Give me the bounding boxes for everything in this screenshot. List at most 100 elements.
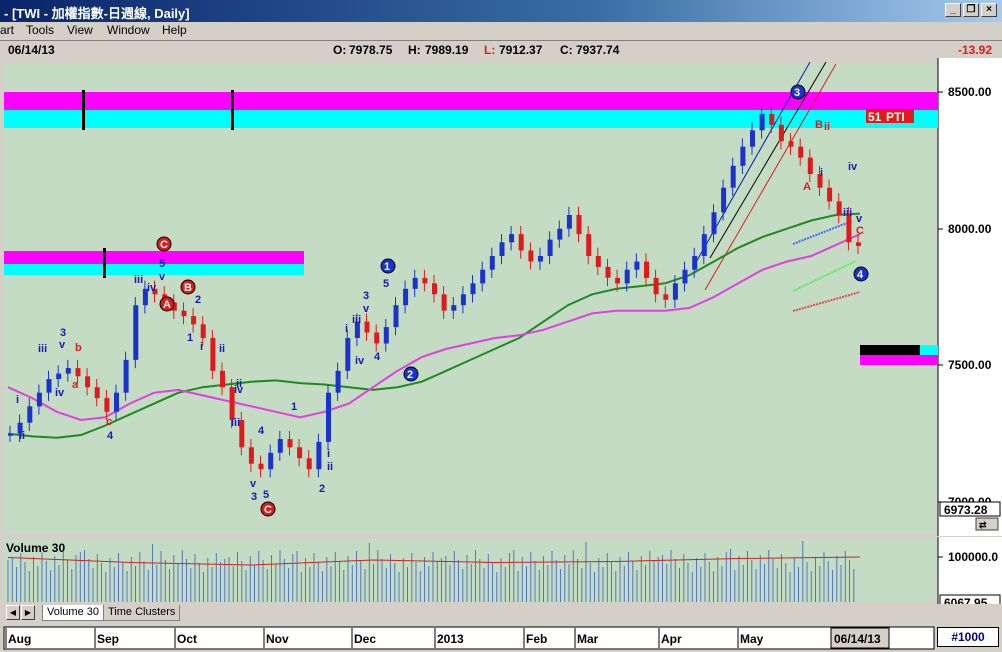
chart-plot-area xyxy=(4,64,938,534)
wave-label: 2 xyxy=(195,294,201,306)
wave-label: 3 xyxy=(794,87,800,99)
quote-bar: 06/14/13 O: 7978.75 H: 7989.19 L: 7912.3… xyxy=(0,40,1002,58)
price-bar xyxy=(672,283,678,300)
price-bar xyxy=(721,187,727,213)
price-bar xyxy=(682,269,688,284)
open-value: 7978.75 xyxy=(349,43,393,57)
axis-scale-toggle[interactable] xyxy=(975,517,999,531)
price-bar xyxy=(769,113,775,125)
volume-tick: 100000.0 xyxy=(948,550,998,564)
wave-label: iv xyxy=(55,387,65,399)
tab-scroll-right-icon[interactable]: ▶ xyxy=(21,605,35,620)
date-label: Aug xyxy=(8,632,31,646)
price-bar xyxy=(518,234,524,251)
tab-scroll-left-icon[interactable]: ◀ xyxy=(6,605,20,620)
price-bar xyxy=(634,261,640,270)
price-tick: 7500.00 xyxy=(948,358,992,372)
restore-button[interactable]: ❐ xyxy=(963,3,979,17)
minimize-button[interactable]: _ xyxy=(945,3,961,17)
price-bar xyxy=(142,288,148,306)
wave-label: 1 xyxy=(187,332,193,344)
wave-label: 4 xyxy=(258,425,265,437)
volume-moving-average xyxy=(7,556,861,566)
price-bar xyxy=(306,458,312,470)
menu-item-view[interactable]: View xyxy=(67,23,93,37)
date-label: Apr xyxy=(661,632,682,646)
price-bar xyxy=(335,370,341,393)
price-bar xyxy=(499,242,505,256)
date-label: Sep xyxy=(97,632,119,646)
price-axis: 8500.00 8000.00 7500.00 7000.00 6973.28 … xyxy=(938,85,1001,531)
price-bar xyxy=(711,212,717,235)
current-low-box xyxy=(939,501,1001,517)
moving-average-short xyxy=(7,233,861,422)
wave-label: 3 xyxy=(363,290,369,302)
date-axis: Aug Sep Oct Nov Dec 2013 Feb Mar Apr May 06/14/13 xyxy=(3,626,935,650)
wave-label: iii xyxy=(38,343,47,355)
current-low-value: 6973.28 xyxy=(944,503,988,517)
resistance-zone-upper xyxy=(4,90,938,130)
menu-item-help[interactable]: Help xyxy=(162,23,187,37)
wave-label: c xyxy=(106,416,112,428)
price-bar xyxy=(692,256,698,270)
price-bar xyxy=(547,239,553,256)
price-bar xyxy=(807,157,813,174)
price-bar xyxy=(605,266,611,278)
wave-label: ii xyxy=(824,121,830,133)
wave-label: 4 xyxy=(374,351,381,363)
price-bar xyxy=(557,228,563,240)
price-bar xyxy=(345,338,351,371)
menu-item-window[interactable]: Window xyxy=(107,23,150,37)
price-bar xyxy=(856,242,861,246)
price-bar xyxy=(220,370,225,388)
wave-label: b xyxy=(75,342,82,354)
wave-label-marker xyxy=(380,258,396,274)
date-label: Feb xyxy=(526,632,547,646)
wave-label: i xyxy=(345,323,348,335)
price-bar xyxy=(644,261,649,278)
price-bar xyxy=(374,332,380,344)
wave-label-marker xyxy=(790,84,806,100)
price-bar xyxy=(277,439,283,453)
wave-label: B xyxy=(184,282,192,294)
price-bar xyxy=(615,277,621,284)
price-bar xyxy=(595,256,601,267)
wave-label: 5 xyxy=(383,278,389,290)
wave-label: i xyxy=(200,341,203,353)
wave-label: 5 xyxy=(159,258,165,270)
price-bar xyxy=(827,187,833,202)
wave-label: 2 xyxy=(319,483,325,495)
price-bar xyxy=(354,321,360,338)
menu-item-tools[interactable]: Tools xyxy=(26,23,55,37)
bar-count-box[interactable]: #1000 xyxy=(937,627,999,647)
window-title: - [TWI - 加權指數-日週線, Daily] xyxy=(4,6,190,21)
menu-item-chart[interactable]: art xyxy=(0,23,15,37)
price-bar xyxy=(460,294,466,306)
close-button[interactable]: × xyxy=(981,3,997,17)
quote-date: 06/14/13 xyxy=(8,43,55,57)
tab-time-clusters[interactable]: Time Clusters xyxy=(103,605,181,621)
close-value: 7937.74 xyxy=(576,43,620,57)
moving-average-long xyxy=(7,212,861,439)
wave-label: v xyxy=(159,271,166,283)
price-bar xyxy=(653,277,659,295)
price-bar xyxy=(46,379,52,393)
volume-chart[interactable]: Volume 30 100000.0 xyxy=(0,537,1002,604)
price-bar xyxy=(326,392,331,442)
current-date-box xyxy=(830,627,890,649)
wave-label-marker xyxy=(180,279,196,295)
price-bar xyxy=(239,420,245,448)
wave-label: 1 xyxy=(384,261,390,273)
change-value: -13.92 xyxy=(958,43,993,57)
volume-current-box xyxy=(939,594,1001,604)
wave-label: iii xyxy=(134,274,143,286)
price-bar xyxy=(104,398,110,412)
price-bar xyxy=(297,447,303,459)
price-bar xyxy=(200,324,206,338)
tab-volume-30[interactable]: Volume 30 xyxy=(42,605,104,621)
price-bar xyxy=(817,174,823,188)
price-bar xyxy=(258,463,264,470)
date-label: Nov xyxy=(266,632,289,646)
price-bar xyxy=(152,288,158,295)
